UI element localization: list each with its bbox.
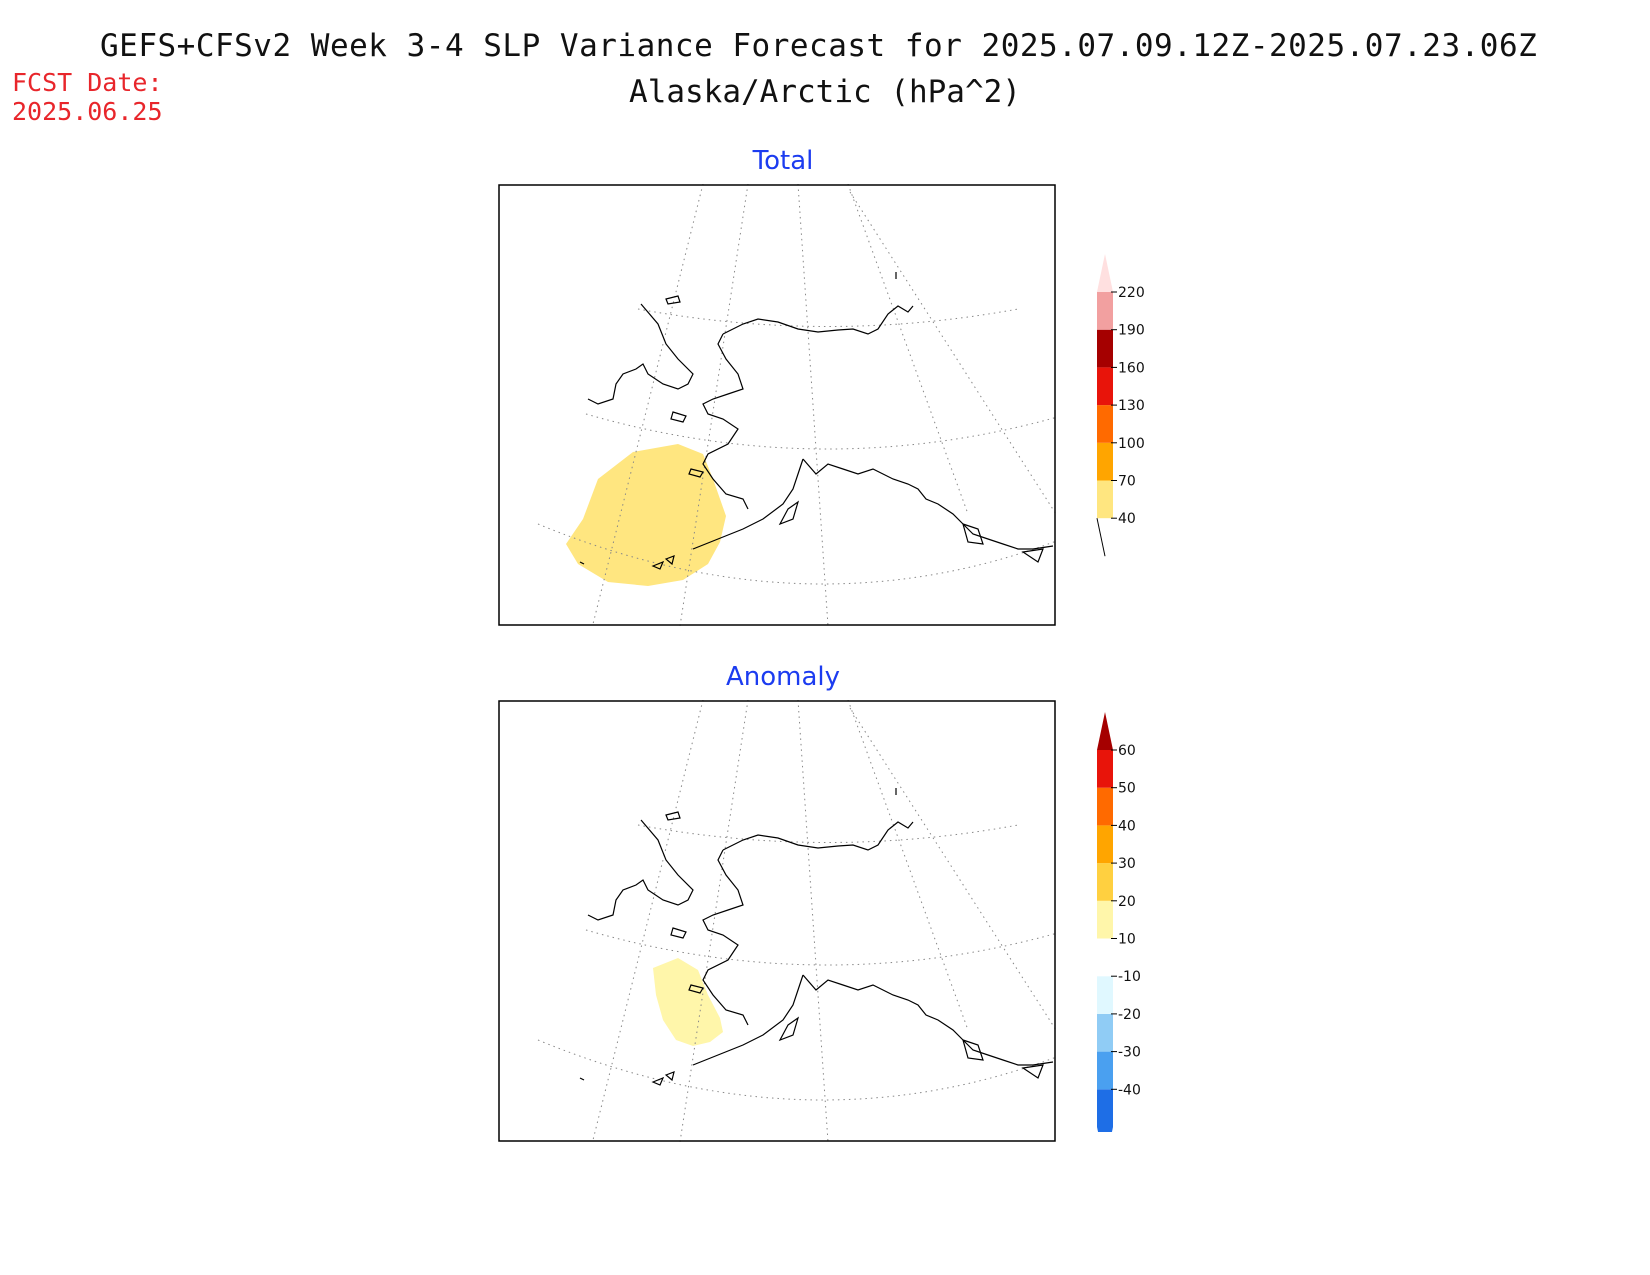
colorbar-tick-label: 160 bbox=[1118, 360, 1145, 376]
forecast-date-value: 2025.06.25 bbox=[12, 97, 163, 126]
colorbar-segment bbox=[1097, 750, 1113, 788]
colorbar-segment bbox=[1097, 367, 1113, 406]
colorbar-tick-label: 40 bbox=[1118, 511, 1136, 527]
colorbar-tick-label: 20 bbox=[1118, 894, 1136, 910]
figure-title: GEFS+CFSv2 Week 3-4 SLP Variance Forecas… bbox=[100, 28, 1538, 64]
colorbar-segment bbox=[1097, 292, 1113, 330]
colorbar-tick-label: 70 bbox=[1118, 474, 1136, 490]
colorbar-tick-label: 100 bbox=[1118, 436, 1145, 452]
shaded-area-total bbox=[566, 444, 726, 586]
coastline-anomaly bbox=[579, 788, 1054, 1086]
colorbar-tick-label: 220 bbox=[1118, 285, 1145, 301]
graticule-anomaly bbox=[537, 700, 1056, 1142]
colorbar-segment bbox=[1097, 976, 1113, 1014]
shaded-area-anomaly bbox=[653, 958, 723, 1046]
colorbar-high-extension bbox=[1097, 712, 1113, 750]
colorbar-low-extension bbox=[1097, 1127, 1113, 1132]
colorbar-tick-label: 30 bbox=[1118, 856, 1136, 872]
colorbar-anomaly: -40 -30 -20 -10 10 20 30 40 50 60 bbox=[1097, 712, 1141, 1132]
colorbar-high-extension bbox=[1097, 254, 1113, 292]
colorbar-low-extension bbox=[1096, 518, 1106, 557]
panel-title-total: Total bbox=[752, 146, 814, 176]
colorbar-segment bbox=[1097, 1013, 1113, 1052]
map-frame-anomaly bbox=[498, 700, 1056, 1142]
colorbar-tick-label: -10 bbox=[1118, 969, 1141, 985]
colorbar-segment bbox=[1097, 938, 1113, 977]
colorbar-total: 40 70 100 130 160 190 220 bbox=[1096, 254, 1145, 557]
forecast-date: FCST Date: 2025.06.25 bbox=[12, 68, 163, 126]
colorbar-segment bbox=[1097, 900, 1113, 939]
colorbar-tick-label: -40 bbox=[1118, 1082, 1141, 1098]
panel-title-anomaly: Anomaly bbox=[725, 662, 841, 692]
colorbar-tick-label: 190 bbox=[1118, 323, 1145, 339]
map-frame-total bbox=[498, 184, 1056, 626]
map-total bbox=[498, 184, 1056, 626]
graticule-total bbox=[537, 184, 1056, 626]
colorbar-segment bbox=[1097, 1051, 1113, 1090]
colorbar-tick-label: 40 bbox=[1118, 818, 1136, 834]
figure-subtitle: Alaska/Arctic (hPa^2) bbox=[629, 74, 1021, 110]
colorbar-tick-label: -30 bbox=[1118, 1045, 1141, 1061]
map-anomaly bbox=[498, 700, 1056, 1142]
colorbar-segment bbox=[1097, 405, 1113, 443]
colorbar-segment bbox=[1097, 825, 1113, 864]
forecast-date-label: FCST Date: bbox=[12, 68, 163, 97]
colorbar-segment bbox=[1097, 1089, 1113, 1127]
colorbar-segment bbox=[1097, 480, 1113, 519]
coastline-total bbox=[579, 272, 1054, 570]
colorbar-tick-label: 60 bbox=[1118, 743, 1136, 759]
colorbar-tick-label: 50 bbox=[1118, 781, 1136, 797]
colorbar-segment bbox=[1097, 863, 1113, 901]
colorbar-segment bbox=[1097, 329, 1113, 368]
colorbar-segment bbox=[1097, 442, 1113, 481]
colorbar-tick-label: -20 bbox=[1118, 1007, 1141, 1023]
colorbar-segment bbox=[1097, 787, 1113, 826]
colorbar-tick-label: 130 bbox=[1118, 398, 1145, 414]
colorbar-tick-label: 10 bbox=[1118, 932, 1136, 948]
